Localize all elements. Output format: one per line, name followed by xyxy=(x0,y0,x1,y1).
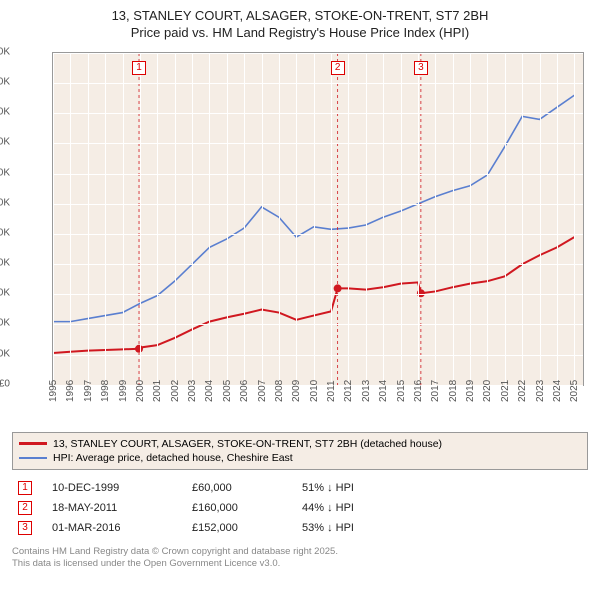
sale-pct: 44% ↓ HPI xyxy=(302,502,354,514)
x-tick-label: 2008 xyxy=(274,380,285,402)
x-tick-label: 2000 xyxy=(135,380,146,402)
x-tick-label: 2023 xyxy=(535,380,546,402)
sale-pct: 53% ↓ HPI xyxy=(302,522,354,534)
x-tick-label: 2003 xyxy=(187,380,198,402)
legend-swatch xyxy=(19,442,47,445)
x-tick-label: 1999 xyxy=(118,380,129,402)
x-tick-label: 2019 xyxy=(465,380,476,402)
sale-marker-3: 3 xyxy=(414,61,428,75)
sale-price: £60,000 xyxy=(192,482,282,494)
y-tick-label: £400K xyxy=(0,137,10,148)
sale-price: £160,000 xyxy=(192,502,282,514)
plot-area: 1 2 3 xyxy=(52,52,584,386)
legend-item: 13, STANLEY COURT, ALSAGER, STOKE-ON-TRE… xyxy=(19,437,581,451)
y-tick-label: £300K xyxy=(0,197,10,208)
sale-price: £152,000 xyxy=(192,522,282,534)
x-tick-label: 2018 xyxy=(448,380,459,402)
sale-marker-num: 1 xyxy=(18,481,32,495)
legend-swatch xyxy=(19,457,47,459)
sale-pct: 51% ↓ HPI xyxy=(302,482,354,494)
y-tick-label: £500K xyxy=(0,76,10,87)
x-tick-label: 2004 xyxy=(204,380,215,402)
chart-title: 13, STANLEY COURT, ALSAGER, STOKE-ON-TRE… xyxy=(12,8,588,42)
chart: 1 2 3 £0£50K£100K£150K£200K£250K£300K£350K… xyxy=(12,48,588,428)
table-row: 2 18-MAY-2011 £160,000 44% ↓ HPI xyxy=(12,498,588,518)
x-tick-label: 2006 xyxy=(239,380,250,402)
x-tick-label: 2013 xyxy=(361,380,372,402)
x-tick-label: 2020 xyxy=(482,380,493,402)
table-row: 3 01-MAR-2016 £152,000 53% ↓ HPI xyxy=(12,518,588,538)
sale-date: 10-DEC-1999 xyxy=(52,482,172,494)
sale-marker-1: 1 xyxy=(132,61,146,75)
sale-marker-num: 3 xyxy=(18,521,32,535)
chart-svg xyxy=(53,53,583,385)
title-line2: Price paid vs. HM Land Registry's House … xyxy=(12,25,588,42)
y-tick-label: £550K xyxy=(0,46,10,57)
x-tick-label: 2002 xyxy=(170,380,181,402)
footer-line1: Contains HM Land Registry data © Crown c… xyxy=(12,546,588,558)
y-tick-label: £450K xyxy=(0,107,10,118)
x-axis: 1995199619971998199920002001200220032004… xyxy=(52,386,584,428)
x-tick-label: 1998 xyxy=(100,380,111,402)
legend-item: HPI: Average price, detached house, Ches… xyxy=(19,451,581,465)
x-tick-label: 2025 xyxy=(569,380,580,402)
footer-line2: This data is licensed under the Open Gov… xyxy=(12,558,588,570)
x-tick-label: 1997 xyxy=(83,380,94,402)
y-tick-label: £0 xyxy=(0,378,10,389)
x-tick-label: 2010 xyxy=(309,380,320,402)
x-tick-label: 2014 xyxy=(378,380,389,402)
x-tick-label: 2015 xyxy=(396,380,407,402)
x-tick-label: 2009 xyxy=(291,380,302,402)
y-tick-label: £200K xyxy=(0,258,10,269)
y-tick-label: £100K xyxy=(0,318,10,329)
y-tick-label: £350K xyxy=(0,167,10,178)
footer: Contains HM Land Registry data © Crown c… xyxy=(12,546,588,571)
title-line1: 13, STANLEY COURT, ALSAGER, STOKE-ON-TRE… xyxy=(12,8,588,25)
x-tick-label: 2001 xyxy=(152,380,163,402)
sale-date: 18-MAY-2011 xyxy=(52,502,172,514)
x-tick-label: 2016 xyxy=(413,380,424,402)
sale-marker-num: 2 xyxy=(18,501,32,515)
legend-label: HPI: Average price, detached house, Ches… xyxy=(53,452,293,464)
sale-date: 01-MAR-2016 xyxy=(52,522,172,534)
x-tick-label: 2005 xyxy=(222,380,233,402)
y-axis: £0£50K£100K£150K£200K£250K£300K£350K£400… xyxy=(12,52,52,386)
y-tick-label: £250K xyxy=(0,227,10,238)
legend-label: 13, STANLEY COURT, ALSAGER, STOKE-ON-TRE… xyxy=(53,438,442,450)
legend: 13, STANLEY COURT, ALSAGER, STOKE-ON-TRE… xyxy=(12,432,588,470)
x-tick-label: 2021 xyxy=(500,380,511,402)
table-row: 1 10-DEC-1999 £60,000 51% ↓ HPI xyxy=(12,478,588,498)
x-tick-label: 2007 xyxy=(257,380,268,402)
sale-marker-2: 2 xyxy=(331,61,345,75)
x-tick-label: 2024 xyxy=(552,380,563,402)
x-tick-label: 2022 xyxy=(517,380,528,402)
x-tick-label: 1995 xyxy=(48,380,59,402)
y-tick-label: £50K xyxy=(0,348,10,359)
x-tick-label: 1996 xyxy=(65,380,76,402)
x-tick-label: 2011 xyxy=(326,380,337,402)
sales-table: 1 10-DEC-1999 £60,000 51% ↓ HPI 2 18-MAY… xyxy=(12,478,588,538)
x-tick-label: 2012 xyxy=(343,380,354,402)
y-tick-label: £150K xyxy=(0,288,10,299)
x-tick-label: 2017 xyxy=(430,380,441,402)
